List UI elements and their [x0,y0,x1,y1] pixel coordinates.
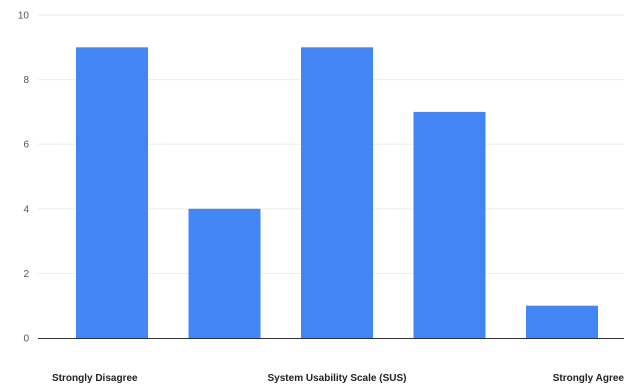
bar-2 [188,208,261,338]
x-label-left: Strongly Disagree [52,373,138,384]
bar-4 [413,111,486,339]
bar-5 [526,305,598,338]
y-axis-ticks: 0 2 4 6 8 10 [18,11,30,345]
y-tick-label-0: 0 [23,334,29,345]
x-label-right: Strongly Agree [553,373,625,384]
x-axis-labels: Strongly Disagree System Usability Scale… [52,373,624,384]
bar-3 [301,47,373,339]
y-tick-label-10: 10 [18,11,30,22]
y-tick-label-6: 6 [23,140,29,151]
bars [76,47,598,339]
y-tick-label-8: 8 [23,75,29,86]
y-tick-label-2: 2 [23,269,29,280]
y-tick-label-4: 4 [23,204,29,215]
x-label-center: System Usability Scale (SUS) [268,373,407,384]
bar-1 [76,47,148,339]
